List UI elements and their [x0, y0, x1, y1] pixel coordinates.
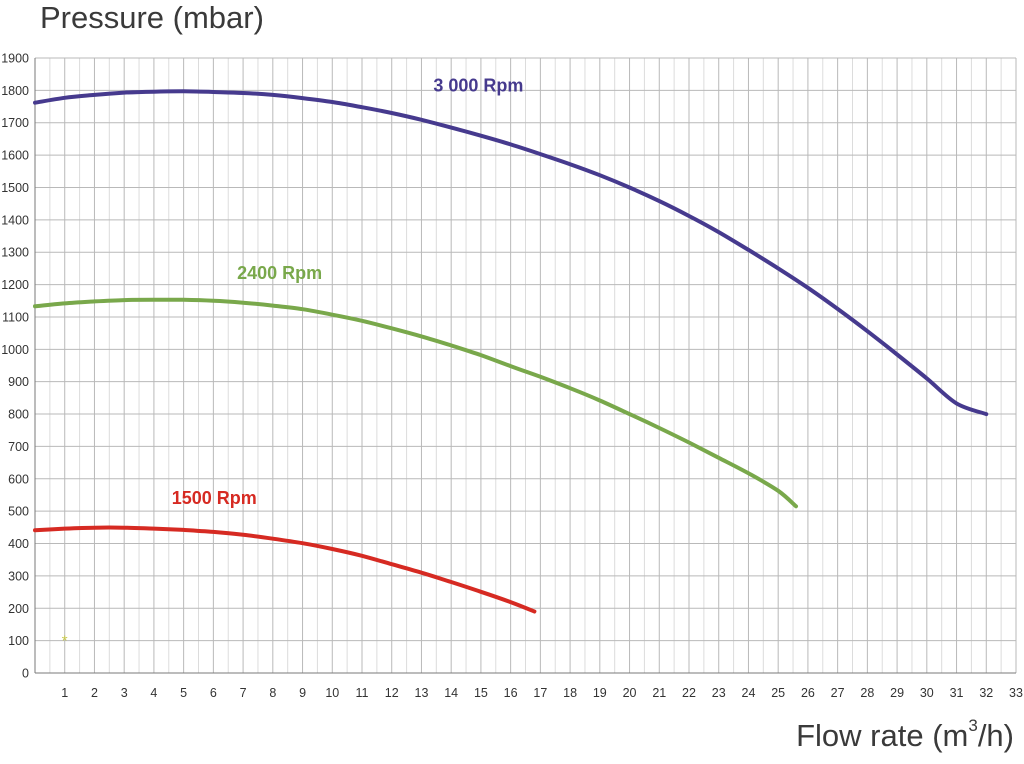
y-tick-label: 500 [8, 505, 29, 519]
x-tick-label: 11 [356, 686, 369, 700]
y-tick-label: 1700 [1, 116, 29, 130]
y-axis-title: Pressure (mbar) [40, 0, 264, 35]
y-tick-label: 0 [22, 667, 29, 681]
series-label-1: 2400 Rpm [237, 263, 322, 283]
x-tick-label: 29 [890, 686, 904, 700]
x-tick-label: 10 [325, 686, 339, 700]
x-tick-label: 3 [121, 686, 128, 700]
x-tick-label: 26 [801, 686, 815, 700]
x-tick-label: 16 [504, 686, 518, 700]
x-tick-label: 20 [623, 686, 637, 700]
x-tick-label: 1 [61, 686, 68, 700]
x-tick-label: 30 [920, 686, 934, 700]
data-marker: * [62, 633, 68, 650]
x-tick-label: 9 [299, 686, 306, 700]
y-tick-label: 1800 [1, 84, 29, 98]
x-tick-label: 24 [742, 686, 756, 700]
x-tick-label: 12 [385, 686, 399, 700]
y-tick-label: 1900 [1, 52, 29, 66]
y-tick-label: 1300 [1, 246, 29, 260]
x-tick-label: 27 [831, 686, 845, 700]
x-tick-label: 7 [240, 686, 247, 700]
x-tick-label: 15 [474, 686, 488, 700]
x-tick-label: 21 [652, 686, 666, 700]
y-tick-label: 1500 [1, 181, 29, 195]
x-tick-label: 2 [91, 686, 98, 700]
x-tick-label: 8 [269, 686, 276, 700]
y-tick-label: 1100 [2, 310, 29, 324]
x-axis-title-main: Flow rate (m [796, 718, 969, 753]
y-tick-label: 400 [8, 537, 29, 551]
y-tick-label: 1400 [1, 213, 29, 227]
series-label-2: 1500 Rpm [172, 488, 257, 508]
x-axis-title-superscript: 3 [968, 716, 978, 735]
x-axis-title: Flow rate (m3/h) [796, 716, 1014, 754]
x-tick-label: 18 [563, 686, 577, 700]
series-line-1 [33, 297, 798, 509]
x-tick-label: 5 [180, 686, 187, 700]
x-tick-label: 32 [979, 686, 993, 700]
y-tick-label: 1600 [1, 149, 29, 163]
y-tick-label: 100 [8, 634, 29, 648]
series-label-0: 3 000 Rpm [433, 75, 523, 95]
x-tick-label: 4 [150, 686, 157, 700]
series-line-2 [33, 525, 537, 614]
x-tick-label: 13 [415, 686, 429, 700]
x-axis-title-end: /h) [977, 718, 1014, 753]
x-tick-label: 17 [533, 686, 547, 700]
x-tick-label: 6 [210, 686, 217, 700]
x-tick-label: 22 [682, 686, 696, 700]
x-tick-label: 19 [593, 686, 607, 700]
x-tick-label: 28 [860, 686, 874, 700]
y-tick-label: 800 [8, 408, 29, 422]
y-tick-label: 1200 [1, 278, 29, 292]
x-tick-label: 23 [712, 686, 726, 700]
y-tick-label: 900 [8, 375, 29, 389]
x-tick-label: 31 [950, 686, 964, 700]
y-tick-label: 600 [8, 472, 29, 486]
x-tick-label: 25 [771, 686, 785, 700]
y-tick-label: 700 [8, 440, 29, 454]
x-tick-label: 33 [1009, 686, 1023, 700]
y-tick-label: 1000 [1, 343, 29, 357]
x-tick-label: 14 [444, 686, 458, 700]
series-line-0 [33, 89, 989, 417]
y-tick-label: 200 [8, 602, 29, 616]
y-tick-label: 300 [8, 569, 29, 583]
